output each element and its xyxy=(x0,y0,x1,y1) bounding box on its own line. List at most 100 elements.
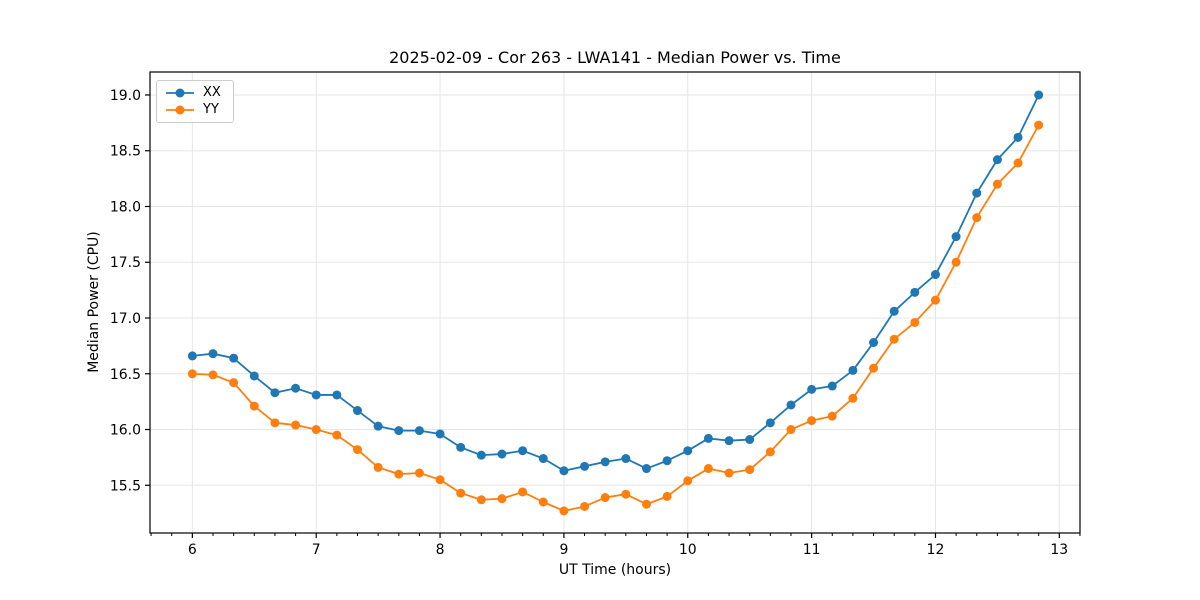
data-point-YY xyxy=(497,494,507,504)
data-point-YY xyxy=(311,425,321,435)
y-tick-label: 17.5 xyxy=(110,255,141,271)
data-point-YY xyxy=(951,257,961,267)
data-point-YY xyxy=(683,476,693,486)
data-point-XX xyxy=(229,353,239,363)
data-point-YY xyxy=(249,401,259,411)
data-point-XX xyxy=(518,446,528,456)
data-point-XX xyxy=(187,351,197,361)
data-point-YY xyxy=(745,465,755,475)
data-point-YY xyxy=(456,488,466,498)
data-point-XX xyxy=(869,338,879,348)
axes-spines xyxy=(149,71,1081,534)
data-point-YY xyxy=(889,334,899,344)
legend-entry-YY: YY xyxy=(165,103,221,117)
data-point-XX xyxy=(435,429,445,439)
data-point-XX xyxy=(889,306,899,316)
data-point-XX xyxy=(807,384,817,394)
legend-label: XX xyxy=(203,85,221,100)
data-point-YY xyxy=(476,495,486,505)
data-point-XX xyxy=(641,464,651,474)
x-tick-label: 6 xyxy=(188,542,197,558)
data-point-XX xyxy=(703,433,713,443)
data-point-YY xyxy=(580,501,590,511)
data-point-YY xyxy=(848,393,858,403)
x-tick-label: 10 xyxy=(679,542,697,558)
data-point-XX xyxy=(827,381,837,391)
y-tick-label: 19.0 xyxy=(110,88,141,104)
data-point-YY xyxy=(765,447,775,457)
legend: XX YY xyxy=(156,80,234,123)
legend-entry-XX: XX xyxy=(165,86,221,100)
data-point-XX xyxy=(1034,90,1044,100)
data-point-YY xyxy=(559,506,569,516)
data-point-YY xyxy=(538,497,548,507)
x-tick-label: 12 xyxy=(927,542,945,558)
legend-line-marker-icon xyxy=(166,105,194,115)
data-point-YY xyxy=(724,468,734,478)
y-tick-label: 17.0 xyxy=(110,311,141,327)
y-tick-label: 18.0 xyxy=(110,199,141,215)
chart-title: 2025-02-09 - Cor 263 - LWA141 - Median P… xyxy=(389,48,841,67)
legend-line-marker-icon xyxy=(166,88,194,98)
data-point-YY xyxy=(291,420,301,430)
data-point-XX xyxy=(456,442,466,452)
y-tick-label: 15.5 xyxy=(110,478,141,494)
data-point-YY xyxy=(992,179,1002,189)
y-tick-label: 18.5 xyxy=(110,144,141,160)
data-point-XX xyxy=(291,383,301,393)
data-point-XX xyxy=(951,232,961,242)
data-point-XX xyxy=(930,270,940,280)
data-point-XX xyxy=(972,188,982,198)
data-point-YY xyxy=(229,378,239,388)
data-point-XX xyxy=(497,449,507,459)
data-point-XX xyxy=(373,421,383,431)
data-point-YY xyxy=(600,493,610,503)
x-tick-label: 8 xyxy=(436,542,445,558)
data-point-YY xyxy=(786,425,796,435)
x-tick-label: 13 xyxy=(1050,542,1068,558)
data-point-XX xyxy=(476,450,486,460)
data-point-YY xyxy=(807,416,817,426)
data-point-XX xyxy=(332,390,342,400)
data-point-XX xyxy=(765,418,775,428)
data-point-XX xyxy=(270,388,280,398)
data-point-YY xyxy=(621,489,631,499)
data-point-XX xyxy=(786,400,796,410)
data-point-YY xyxy=(1013,158,1023,168)
data-point-YY xyxy=(930,295,940,305)
data-point-YY xyxy=(972,213,982,223)
data-point-YY xyxy=(352,445,362,455)
data-point-YY xyxy=(373,462,383,472)
data-point-YY xyxy=(394,469,404,479)
data-point-YY xyxy=(518,487,528,497)
y-axis-label: Median Power (CPU) xyxy=(86,231,102,373)
data-point-YY xyxy=(414,468,424,478)
data-point-XX xyxy=(621,454,631,464)
data-point-XX xyxy=(394,426,404,436)
data-point-XX xyxy=(559,466,569,476)
data-point-YY xyxy=(703,464,713,474)
data-point-XX xyxy=(311,390,321,400)
data-point-YY xyxy=(187,369,197,379)
data-point-YY xyxy=(1034,120,1044,130)
legend-label: YY xyxy=(203,102,219,117)
x-tick-label: 9 xyxy=(559,542,568,558)
data-point-XX xyxy=(538,454,548,464)
data-point-XX xyxy=(414,426,424,436)
data-point-XX xyxy=(208,349,218,359)
data-point-YY xyxy=(827,411,837,421)
x-tick-label: 11 xyxy=(803,542,821,558)
data-point-YY xyxy=(270,418,280,428)
data-point-XX xyxy=(600,457,610,467)
data-point-YY xyxy=(332,430,342,440)
series-line-XX xyxy=(191,94,1040,472)
data-point-YY xyxy=(435,475,445,485)
y-tick-label: 16.5 xyxy=(110,367,141,383)
data-point-YY xyxy=(641,499,651,509)
data-point-XX xyxy=(724,436,734,446)
data-point-XX xyxy=(992,155,1002,165)
data-point-XX xyxy=(249,371,259,381)
data-point-XX xyxy=(1013,132,1023,142)
